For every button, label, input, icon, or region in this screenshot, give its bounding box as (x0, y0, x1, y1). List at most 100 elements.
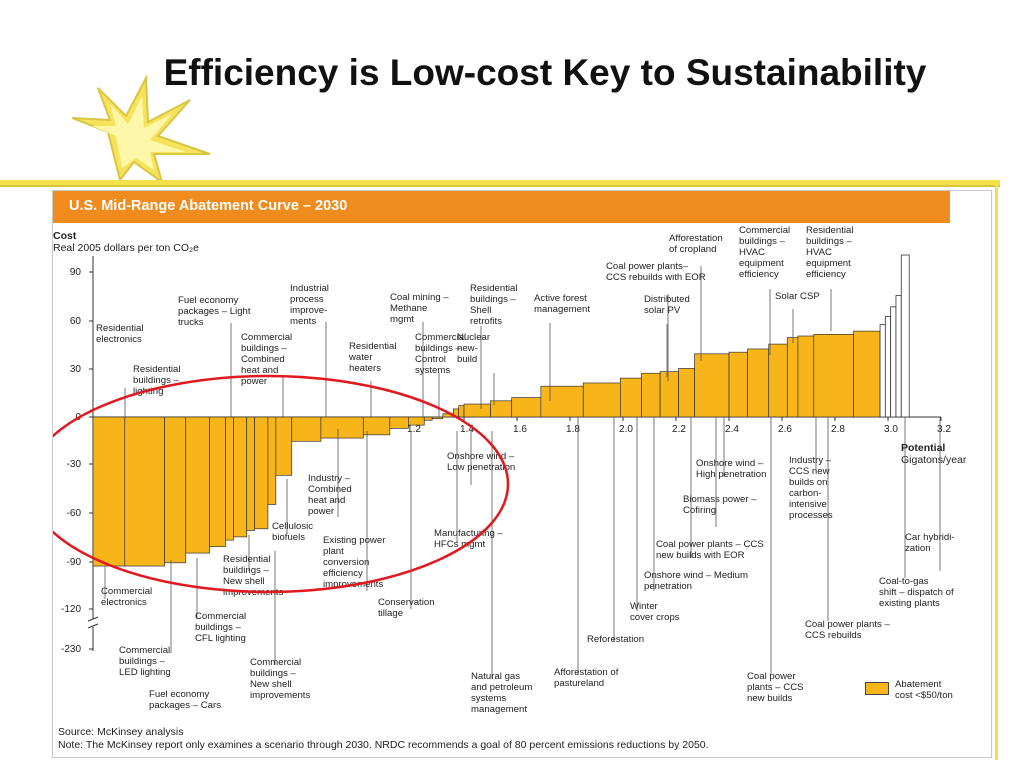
annotation-label: Afforestation of cropland (669, 233, 723, 255)
annotation-label: Commercial buildings – CFL lighting (195, 611, 246, 644)
x-tick-label: 3.2 (937, 424, 951, 435)
annotation-label: Coal power plants – CCS rebuilds (805, 619, 890, 641)
legend-label: Abatement cost <$50/ton (895, 679, 953, 701)
abatement-bar (246, 416, 255, 531)
highlight-ellipse (53, 374, 510, 594)
y-tick-label: -120 (61, 604, 81, 615)
axis-break-mark (87, 616, 99, 622)
y-tick-label: 60 (70, 316, 82, 327)
annotation-label: Residential buildings – Shell retrofits (470, 283, 517, 327)
annotation-label: Winter cover crops (630, 601, 680, 623)
x-tick-label: 2.0 (619, 424, 633, 435)
annotation-label: Onshore wind – High penetration (696, 458, 766, 480)
abatement-bar (786, 337, 799, 418)
annotation-label: Fuel economy packages – Light trucks (178, 295, 251, 328)
chart-frame: U.S. Mid-Range Abatement Curve – 2030 Co… (52, 190, 992, 758)
abatement-bar (320, 416, 364, 439)
annotation-label: Manufacturing – HFCs mgmt (434, 528, 503, 550)
abatement-bar (124, 416, 165, 567)
annotation-label: Distributed solar PV (644, 294, 690, 316)
y-tick-label: -90 (67, 557, 82, 568)
annotation-label: Commercial buildings – Combined heat and pow… (241, 332, 292, 387)
abatement-bar-above-threshold (890, 306, 897, 418)
abatement-bar (641, 372, 661, 418)
annotation-label: Commercial buildings – HVAC equipment effici… (739, 225, 790, 280)
abatement-bar (747, 348, 770, 418)
x-tick-label: 2.2 (672, 424, 686, 435)
annotation-label: Fuel economy packages – Cars (149, 689, 221, 711)
abatement-bar (225, 416, 234, 541)
footnote: Note: The McKinsey report only examines … (58, 739, 709, 751)
x-tick-label: 2.4 (725, 424, 739, 435)
page-title: Efficiency is Low-cost Key to Sustainabi… (163, 52, 927, 93)
abatement-bar (92, 416, 126, 567)
legend: Abatement cost <$50/ton (865, 679, 985, 709)
abatement-bar (164, 416, 187, 564)
x-tick-label: 3.0 (884, 424, 898, 435)
x-axis-title: Potential (901, 442, 945, 454)
leaders-layer (104, 266, 941, 679)
annotation-label: Nuclear new-build (457, 332, 491, 365)
chart-header: U.S. Mid-Range Abatement Curve – 2030 (53, 191, 950, 223)
axis-break-mark (87, 623, 99, 629)
abatement-bar-above-threshold (884, 316, 892, 418)
annotation-label: Commercial buildings – New shell improvemen… (250, 657, 310, 701)
abatement-bar (408, 416, 425, 426)
top-rule-shadow (0, 185, 1000, 187)
abatement-bar (678, 368, 695, 418)
y-axis-title: Cost (53, 230, 77, 242)
x-tick-label: 1.8 (566, 424, 580, 435)
annotation-label: Residential buildings – HVAC equipment effic… (806, 225, 853, 280)
annotation-label: Coal mining – Methane mgmt (390, 292, 449, 325)
abatement-bar (291, 416, 322, 442)
ticks-layer: 9060300-30-60-90-120-23000.20.40.60.81.0… (61, 256, 951, 655)
abatement-bar (431, 416, 444, 419)
source-note: Source: McKinsey analysis (58, 726, 184, 738)
x-tick-label: 1.4 (460, 424, 474, 435)
abatement-bar (254, 416, 269, 530)
abatement-bar (728, 351, 748, 418)
x-tick-label: 2.6 (778, 424, 792, 435)
x-tick-label: 1.2 (407, 424, 421, 435)
annotation-label: Commercial buildings – LED lighting (119, 645, 171, 678)
abatement-bar (797, 335, 815, 418)
abatement-bar (209, 416, 226, 547)
y-axis-subtitle: Real 2005 dollars per ton CO₂e (53, 242, 199, 254)
abatement-bar (619, 377, 642, 418)
bars-layer (92, 254, 910, 567)
abatement-bar (185, 416, 210, 554)
legend-label-line1: Abatement (895, 679, 942, 690)
annotation-label: Biomass power – Cofiring (683, 494, 757, 516)
abatement-bar (813, 334, 854, 418)
chart-title: U.S. Mid-Range Abatement Curve – 2030 (69, 198, 348, 214)
annotation-label: Residential electronics (96, 323, 143, 345)
annotation-label: Conservation tillage (378, 597, 435, 619)
annotation-label: Residential water heaters (348, 341, 396, 374)
annotation-label: Commercial buildings – Control systems (415, 332, 466, 376)
annotation-label: Onshore wind – Low penetration (447, 451, 515, 473)
abatement-bar-above-threshold (895, 295, 902, 418)
annotation-label: Coal power plants – CCS new builds (747, 671, 804, 704)
annotation-label: Commercial electronics (101, 586, 152, 608)
annotation-label: Solar CSP (775, 291, 820, 302)
y-tick-label: 90 (70, 267, 82, 278)
annotation-label: Cellulosic biofuels (272, 521, 313, 543)
x-tick-label: 2.8 (831, 424, 845, 435)
annotation-label: Coal-to-gas shift – dispatch of existing p… (879, 576, 954, 609)
annotation-label: Industrial process improve-ments (290, 283, 329, 327)
legend-label-line2: cost <$50/ton (895, 690, 953, 701)
axes-layer: Cost Real 2005 dollars per ton CO₂e Pote… (53, 230, 967, 466)
annotation-label: Coal power plants– CCS rebuilds with EOR (606, 261, 706, 283)
annotation-label: Afforestation of pastureland (554, 667, 619, 689)
abatement-bar (423, 416, 433, 421)
annotation-label: Industry – Combined heat and power (308, 473, 352, 517)
annotation-label: Active forest management (534, 293, 590, 315)
annotation-label: Reforestation (587, 634, 644, 645)
right-rule (995, 180, 998, 760)
abatement-bar (582, 382, 621, 418)
abatement-bar (659, 371, 679, 418)
abatement-bar (694, 353, 730, 418)
annotation-label: Coal power plants – CCS new builds with E… (656, 539, 764, 561)
abatement-bar (389, 416, 409, 429)
abatement-bar (511, 397, 542, 418)
